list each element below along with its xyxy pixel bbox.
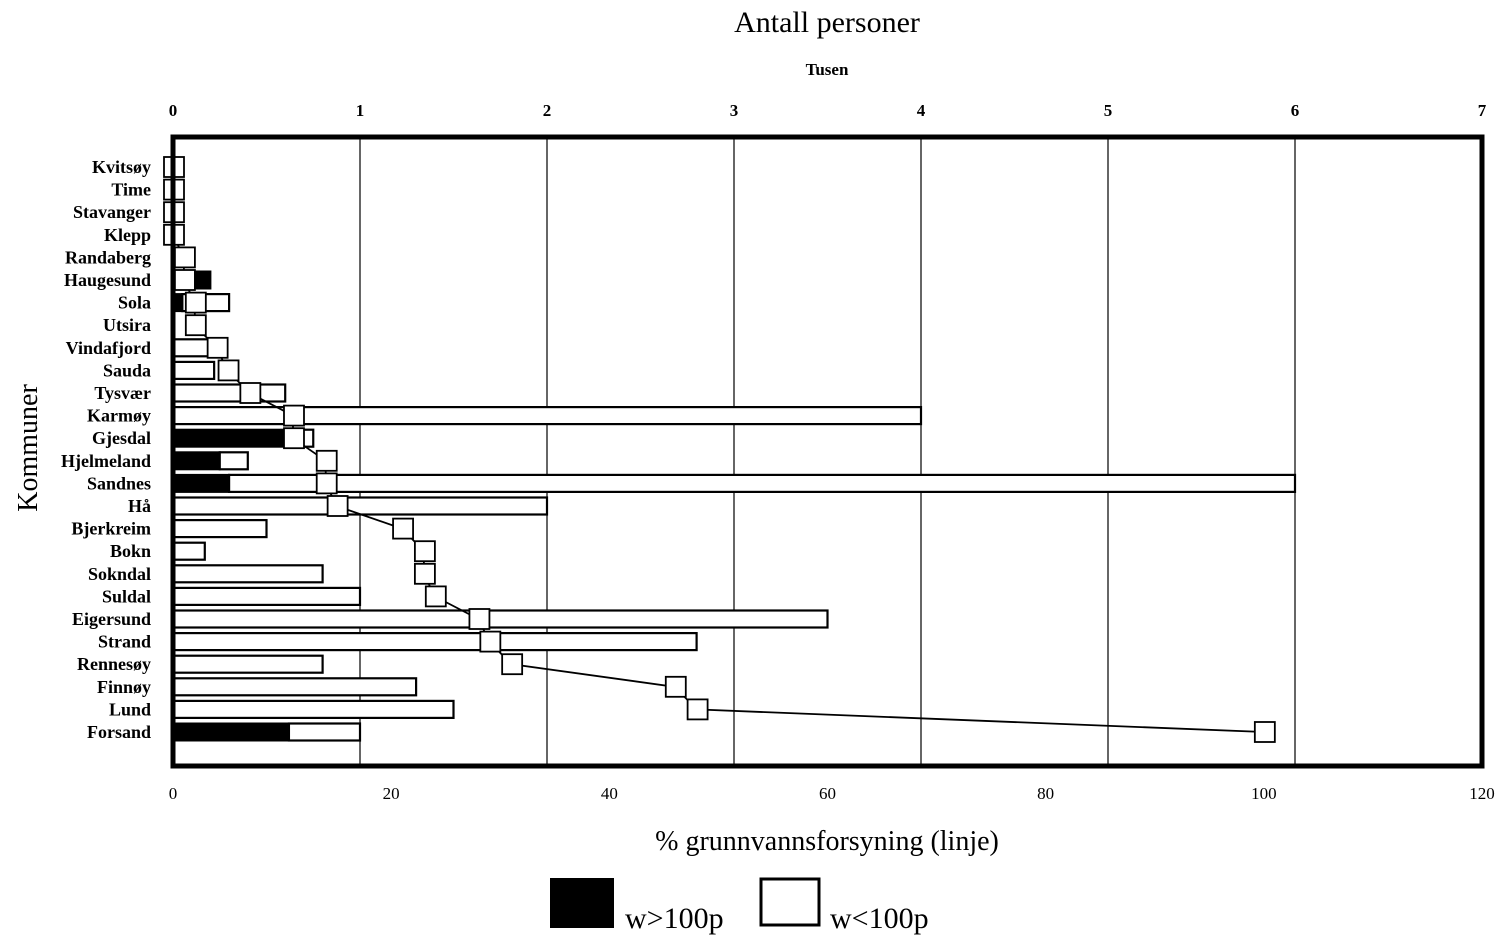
category-label: Sauda (103, 360, 151, 380)
plot-frame (170, 134, 1485, 769)
line-marker (413, 540, 436, 563)
bar-w-lt-100p (171, 677, 418, 697)
line-marker (283, 427, 305, 450)
bottom-tick-label: 120 (1469, 784, 1495, 803)
line-marker (184, 314, 207, 337)
line-marker (283, 404, 305, 427)
line-marker (1253, 721, 1276, 743)
line-marker (174, 269, 196, 291)
bar-w-lt-100p (171, 699, 455, 720)
bottom-tick-label: 20 (383, 784, 400, 803)
legend: w>100p w<100p (550, 877, 929, 935)
bottom-tick-label: 60 (819, 784, 836, 803)
legend-label-w-lt-100p: w<100p (830, 902, 929, 935)
category-label: Klepp (104, 225, 151, 245)
bar-w-gt-100p (172, 451, 221, 471)
line-marker (326, 495, 349, 517)
line-marker (424, 585, 447, 608)
line-marker (174, 246, 196, 269)
bar-w-lt-100p (171, 360, 216, 380)
category-label: Stavanger (73, 202, 151, 222)
category-label: Bjerkreim (71, 519, 151, 539)
category-label: Kvitsøy (92, 157, 151, 177)
line-marker (413, 562, 436, 585)
category-label: Strand (98, 632, 151, 652)
category-label: Vindafjord (66, 338, 151, 358)
category-label: Gjesdal (92, 428, 151, 448)
top-axis-subtitle: Tusen (806, 60, 849, 79)
line-marker (184, 291, 207, 314)
y-axis-label: Kommuner (13, 384, 44, 512)
bar-w-lt-100p (218, 451, 249, 471)
legend-swatch-w-gt-100p (550, 878, 614, 928)
category-label: Hjelmeland (61, 451, 151, 471)
category-label: Time (111, 180, 151, 200)
top-axis-ticks: 0 1 2 3 4 5 6 7 (169, 101, 1487, 120)
category-label: Hå (128, 496, 151, 516)
bar-w-lt-100p (171, 586, 362, 607)
category-label: Suldal (102, 586, 151, 606)
legend-label-w-gt-100p: w>100p (625, 902, 724, 935)
category-label: Sokndal (88, 564, 151, 584)
category-label: Sandnes (87, 473, 151, 493)
bar-w-lt-100p (171, 383, 287, 403)
grid-lines (359, 137, 1296, 766)
top-tick-label: 5 (1104, 101, 1113, 120)
bar-w-lt-100p (171, 609, 829, 629)
top-tick-label: 1 (356, 101, 365, 120)
top-tick-label: 4 (917, 101, 926, 120)
x-axis-label: % grunnvannsforsyning (linje) (655, 826, 999, 857)
legend-swatch-w-lt-100p (759, 877, 821, 927)
line-marker (501, 653, 524, 676)
top-tick-label: 0 (169, 101, 178, 120)
bottom-tick-label: 0 (169, 784, 178, 803)
line-marker (206, 336, 229, 359)
line-marker (392, 517, 414, 540)
groundwater-line (163, 156, 1276, 743)
category-label: Lund (109, 699, 151, 719)
category-label: Rennesøy (77, 654, 151, 674)
bar-w-gt-100p (172, 428, 287, 448)
line-marker (315, 472, 338, 495)
bar-w-gt-100p (172, 722, 290, 742)
top-tick-label: 2 (543, 101, 552, 120)
bar-w-lt-100p (171, 541, 206, 561)
category-label: Sola (118, 293, 151, 313)
category-label: Forsand (87, 722, 151, 742)
bar-w-lt-100p (171, 564, 324, 584)
top-axis-title: Antall personer (734, 6, 920, 39)
category-label: Karmøy (87, 406, 151, 426)
category-label: Tysvær (94, 383, 151, 403)
bar-w-lt-100p (228, 473, 1297, 493)
bottom-tick-label: 80 (1037, 784, 1054, 803)
line-marker (315, 449, 338, 472)
line-marker (239, 382, 262, 404)
line-marker (479, 630, 502, 653)
top-tick-label: 7 (1478, 101, 1487, 120)
bar-w-gt-100p (172, 473, 231, 493)
bar-w-lt-100p (171, 496, 549, 516)
bar-w-lt-100p (171, 631, 698, 652)
bottom-axis-ticks: 0 20 40 60 80 100 120 (169, 784, 1495, 803)
line-marker (468, 608, 491, 630)
category-label: Haugesund (64, 270, 151, 290)
category-label: Finnøy (97, 677, 151, 697)
line-marker (217, 359, 240, 382)
line-marker (664, 675, 687, 698)
category-label: Randaberg (65, 247, 151, 267)
top-tick-label: 6 (1291, 101, 1300, 120)
category-label: Utsira (103, 315, 151, 335)
category-label: Eigersund (72, 609, 151, 629)
bar-w-lt-100p (171, 518, 268, 539)
bottom-tick-label: 100 (1251, 784, 1277, 803)
bottom-tick-label: 40 (601, 784, 618, 803)
line-marker (686, 698, 709, 721)
top-tick-label: 3 (730, 101, 739, 120)
category-label: Bokn (110, 541, 151, 561)
bar-w-lt-100p (287, 722, 362, 742)
bar-w-lt-100p (171, 654, 324, 674)
